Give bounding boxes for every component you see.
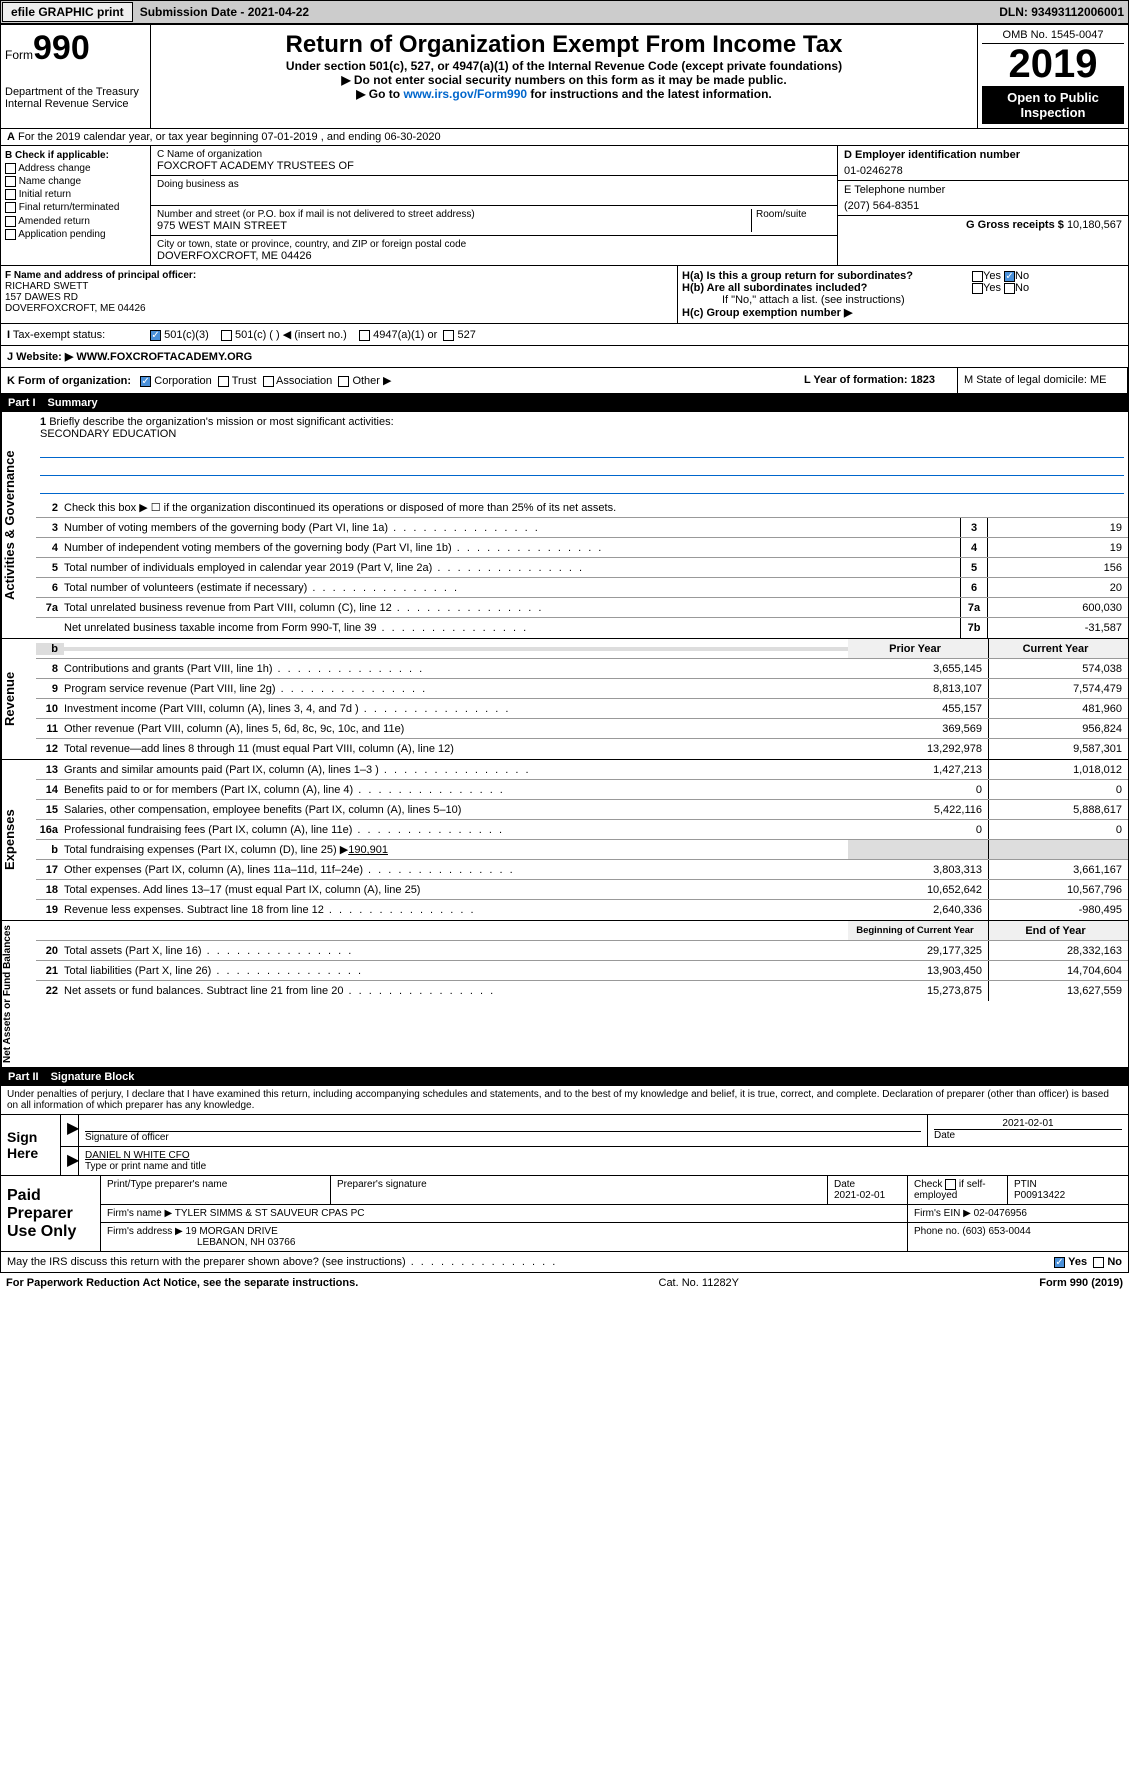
chk-assoc[interactable] [263,376,274,387]
val-4: 19 [988,538,1128,557]
hb-no[interactable] [1004,283,1015,294]
row-j-website: J Website: ▶ WWW.FOXCROFTACADEMY.ORG [0,346,1129,368]
tax-year: 2019 [982,44,1124,84]
efile-button[interactable]: efile GRAPHIC print [2,2,133,22]
page-footer: For Paperwork Reduction Act Notice, see … [0,1273,1129,1293]
form-number: 990 [33,29,90,67]
checkbox-final[interactable] [5,202,16,213]
form-label: Form [5,48,33,62]
org-name: FOXCROFT ACADEMY TRUSTEES OF [157,160,831,172]
val-7b: -31,587 [988,618,1128,638]
sign-here-block: Sign Here ▶ Signature of officer 2021-02… [0,1115,1129,1176]
paid-preparer-block: Paid Preparer Use Only Print/Type prepar… [0,1176,1129,1252]
val-7a: 600,030 [988,598,1128,617]
part-2-header: Part IISignature Block [0,1068,1129,1086]
firm-ein: 02-0476956 [974,1208,1027,1219]
year-formation: 1823 [911,374,935,386]
street-address: 975 WEST MAIN STREET [157,220,751,232]
expenses-section: Expenses 13Grants and similar amounts pa… [0,760,1129,921]
revenue-section: Revenue bPrior YearCurrent Year 8Contrib… [0,639,1129,760]
chk-4947[interactable] [359,330,370,341]
firm-address: 19 MORGAN DRIVE [186,1226,278,1237]
activities-governance: Activities & Governance 1 Briefly descri… [0,412,1129,639]
row-k-l-m: K Form of organization: Corporation Trus… [0,368,1129,394]
discuss-yes[interactable] [1054,1257,1065,1268]
val-3: 19 [988,518,1128,537]
form-header: Form990 Department of the Treasury Inter… [0,24,1129,129]
checkbox-name[interactable] [5,176,16,187]
instructions-link[interactable]: www.irs.gov/Form990 [403,87,527,101]
discuss-no[interactable] [1093,1257,1104,1268]
firm-phone: (603) 653-0044 [962,1226,1030,1237]
gross-receipts: 10,180,567 [1067,219,1122,231]
column-b: B Check if applicable: Address change Na… [1,146,151,265]
checkbox-address[interactable] [5,163,16,174]
dln: DLN: 93493112006001 [999,5,1128,19]
ha-no[interactable] [1004,271,1015,282]
open-public: Open to Public Inspection [982,86,1124,124]
net-assets-section: Net Assets or Fund Balances Beginning of… [0,921,1129,1068]
part-1-header: Part ISummary [0,394,1129,412]
section-f-h: F Name and address of principal officer:… [0,266,1129,324]
state-domicile: ME [1090,374,1107,386]
top-toolbar: efile GRAPHIC print Submission Date - 20… [0,0,1129,24]
mission-text: SECONDARY EDUCATION [40,428,1124,440]
checkbox-amended[interactable] [5,216,16,227]
subtitle-3: Go to www.irs.gov/Form990 for instructio… [157,87,971,101]
val-6: 20 [988,578,1128,597]
city-state-zip: DOVERFOXCROFT, ME 04426 [157,250,831,262]
subtitle-2: Do not enter social security numbers on … [157,73,971,87]
department: Department of the Treasury Internal Reve… [5,86,146,110]
checkbox-initial[interactable] [5,189,16,200]
section-b-c-d: B Check if applicable: Address change Na… [0,146,1129,266]
column-d-e-g: D Employer identification number01-02462… [838,146,1128,265]
officer-name-title: DANIEL N WHITE CFO [85,1150,1122,1161]
val-5: 156 [988,558,1128,577]
subtitle-1: Under section 501(c), 527, or 4947(a)(1)… [157,59,971,73]
ptin: P00913422 [1014,1190,1065,1201]
chk-corp[interactable] [140,376,151,387]
chk-trust[interactable] [218,376,229,387]
row-a: A For the 2019 calendar year, or tax yea… [0,129,1129,146]
chk-501c[interactable] [221,330,232,341]
checkbox-pending[interactable] [5,229,16,240]
chk-self-employed[interactable] [945,1179,956,1190]
column-c: C Name of organizationFOXCROFT ACADEMY T… [151,146,838,265]
penalties-text: Under penalties of perjury, I declare th… [0,1086,1129,1115]
ha-yes[interactable] [972,271,983,282]
chk-527[interactable] [443,330,454,341]
telephone: (207) 564-8351 [844,200,1122,212]
ein: 01-0246278 [844,165,1122,177]
form-title: Return of Organization Exempt From Incom… [157,31,971,59]
chk-other[interactable] [338,376,349,387]
row-i-tax-status: I Tax-exempt status: 501(c)(3) 501(c) ( … [0,324,1129,346]
firm-name: TYLER SIMMS & ST SAUVEUR CPAS PC [175,1208,365,1219]
website-url: WWW.FOXCROFTACADEMY.ORG [76,351,252,363]
hb-yes[interactable] [972,283,983,294]
sign-date: 2021-02-01 [934,1118,1122,1130]
submission-date: Submission Date - 2021-04-22 [134,3,315,21]
officer-name: RICHARD SWETT [5,281,673,292]
discuss-row: May the IRS discuss this return with the… [0,1252,1129,1273]
chk-501c3[interactable] [150,330,161,341]
